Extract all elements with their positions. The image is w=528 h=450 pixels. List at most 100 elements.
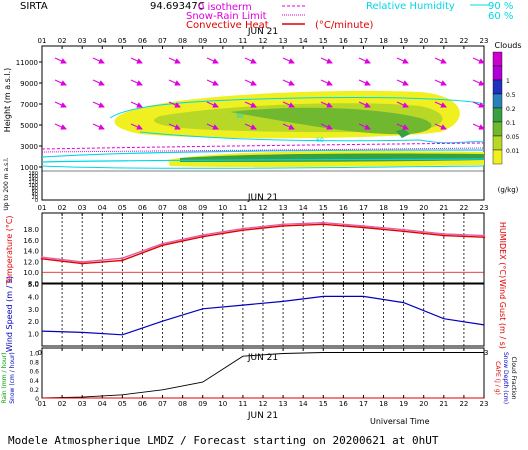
precip-bottom-date-label: JUN 21 — [247, 411, 278, 421]
wind-frame — [41, 283, 485, 347]
wind-arrow — [168, 101, 181, 108]
precip-hour-label: 04 — [98, 400, 107, 408]
colorbar-tick-label: 0.2 — [506, 106, 516, 113]
snowrain-legend: Snow-Rain Limit — [186, 11, 267, 22]
temp-hour-top-tick-label: 02 — [58, 204, 67, 212]
colorbar-tick-label: 0.05 — [506, 134, 520, 141]
wind-arrow — [168, 123, 181, 130]
precip-hour-label: 17 — [359, 400, 368, 408]
temp-axis-label: Temperature (°C) — [5, 215, 14, 285]
wind-arrow — [54, 79, 67, 86]
wind-arrow — [130, 123, 143, 130]
temp-hour-top-tick-label: 13 — [279, 204, 288, 212]
isotherm-legend: 0 isotherm — [198, 2, 252, 13]
wind-panel: 5.0 4.0 3.0 2.0 1.0 Wind Speed (m / s) Wind Gu… — [5, 276, 507, 357]
wind-arrow — [244, 57, 257, 64]
temp-hour-top-tick-label: 07 — [158, 204, 167, 212]
wind-arrow — [130, 101, 143, 108]
precipitation-panel: JUN 21 1.0 0.8 0.6 0.4 0.2 001 02 03 04 05 06 07 08 09… — [1, 347, 517, 421]
cloud-hour-tick-label: 03 — [78, 37, 87, 45]
low-height-tick-label: 0 — [35, 198, 38, 204]
colorbar-swatch — [492, 79, 503, 95]
temp-hour-top-tick-label: 04 — [98, 204, 107, 212]
temp-hour-top-tick-label: 06 — [138, 204, 147, 212]
precip-hour-label: 23 — [480, 400, 489, 408]
wind-arrow — [320, 123, 333, 130]
low-height-tick-label: 180 — [28, 171, 38, 177]
wind-arrow — [206, 101, 219, 108]
temp-point-humidex — [161, 242, 164, 245]
precip-hour-label: 03 — [78, 400, 87, 408]
temp-hour-top-tick-label: 09 — [198, 204, 207, 212]
wind-arrow — [358, 123, 371, 130]
rh-contour-low2 — [41, 158, 485, 163]
colorbar-swatch — [492, 121, 503, 137]
cloud-hour-tick-label: 13 — [279, 37, 288, 45]
rain-axis-label: Rain (mm / hour) — [1, 352, 8, 403]
wind-arrow — [320, 79, 333, 86]
wind-arrow — [396, 79, 409, 86]
wind-tick-label: 5.0 — [28, 281, 39, 289]
low-height-tick-label: 100 — [28, 183, 38, 189]
low-height-tick-label: 40 — [32, 192, 38, 198]
temp-tick-label: 8.0 — [28, 280, 39, 288]
height-tick-label: 3000 — [20, 143, 38, 151]
temperature-panel: 01 02 03 04 05 06 07 08 09 10 11 12 13 14 15 16 17 18 19 20… — [5, 193, 507, 288]
wind-arrow — [206, 57, 219, 64]
wind-arrow — [396, 123, 409, 130]
universal-time-label: Universal Time — [370, 417, 430, 426]
site-label: SIRTA — [20, 1, 48, 12]
cloud-hour-tick-label: 17 — [359, 37, 368, 45]
temp-point-humidex — [482, 234, 486, 237]
wind-arrow — [472, 57, 485, 64]
height-tick-label: 5000 — [20, 122, 38, 130]
isotherm-line — [41, 142, 485, 150]
temp-point-humidex — [80, 260, 84, 264]
snowdepth-axis-label: Snow Depth (cm) — [502, 352, 509, 404]
temp-tick-label: 16.0 — [23, 237, 39, 245]
low-height-tick-label: 80 — [32, 186, 38, 192]
temp-hour-top-tick-label: 22 — [459, 204, 468, 212]
precip-hour-label: 16 — [339, 400, 348, 408]
wind-arrow — [434, 123, 447, 130]
temp-hour-top-tick-label: 23 — [480, 204, 489, 212]
snow-axis-label: Snow (cm / hour) — [9, 352, 16, 404]
precip-hour-label: 05 — [118, 400, 127, 408]
wind-arrow — [54, 123, 67, 130]
temp-hour-top-tick-label: 19 — [399, 204, 408, 212]
temp-series-temperature — [41, 223, 485, 265]
height-tick-label: 7000 — [20, 101, 38, 109]
low-height-tick-label: 160 — [28, 174, 38, 180]
temp-point-humidex — [442, 232, 446, 236]
precip-hour-label: 22 — [459, 400, 468, 408]
precip-hour-label: 07 — [158, 400, 167, 408]
cloud-hour-tick-label: 15 — [319, 37, 328, 45]
colorbar-tick-label: 1 — [506, 78, 510, 85]
rh-contour-low1 — [41, 149, 485, 158]
humidex-axis-label: HUMIDEX (°C) — [498, 222, 507, 278]
rh-contour-low3 — [41, 165, 485, 169]
temp-point-humidex — [362, 224, 365, 228]
rh-60-label: 60 % — [488, 11, 513, 22]
rh-legend: Relative Humidity — [366, 1, 455, 12]
precip-hour-label: 20 — [419, 400, 428, 408]
rh-contour-mid — [139, 131, 485, 144]
cloud-hour-tick-label: 18 — [379, 37, 388, 45]
height-tick-label: 9000 — [20, 80, 38, 88]
precip-hour-label: 11 — [238, 400, 247, 408]
wind-tick-label: 2.0 — [28, 318, 39, 326]
cloud-hour-tick-label: 22 — [459, 37, 468, 45]
wind-tick-label: 4.0 — [28, 293, 39, 301]
wind-arrow — [472, 123, 485, 130]
snowrain-line — [41, 147, 485, 153]
cloud-hour-tick-label: 07 — [158, 37, 167, 45]
precip-hour-label: 09 — [198, 400, 207, 408]
precip-hour-label: 13 — [279, 400, 288, 408]
cloud-colorbar: Clouds 1 0.5 0.2 0.1 0.05 0.01 (g/kg) — [492, 41, 522, 194]
wind-arrow — [282, 79, 295, 86]
precip-tick-label: 0.2 — [29, 387, 39, 394]
rh-contour-upper — [109, 96, 485, 119]
wind-arrow — [206, 79, 219, 86]
wind-arrow — [92, 57, 105, 64]
